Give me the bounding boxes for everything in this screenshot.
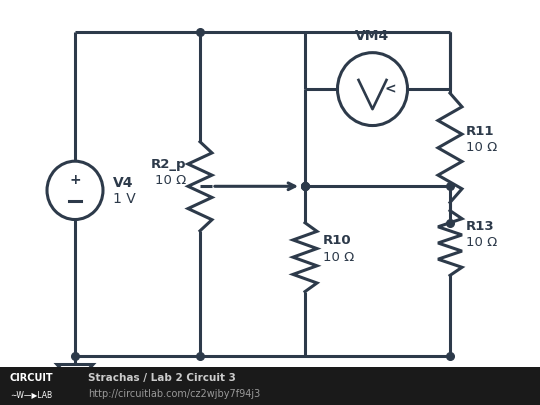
Text: R10: R10 [323, 234, 352, 247]
Text: R11: R11 [466, 125, 495, 138]
Text: CIRCUIT: CIRCUIT [10, 373, 53, 383]
Text: <: < [385, 82, 396, 96]
Text: 10 Ω: 10 Ω [466, 141, 497, 154]
Text: Strachas / Lab 2 Circuit 3: Strachas / Lab 2 Circuit 3 [88, 373, 236, 384]
Text: 10 Ω: 10 Ω [155, 174, 186, 187]
Text: 1 V: 1 V [113, 192, 136, 205]
Text: R13: R13 [466, 220, 495, 233]
Text: R2_p: R2_p [151, 158, 186, 171]
Text: ∼W—▶LAB: ∼W—▶LAB [10, 390, 52, 399]
Text: 10 Ω: 10 Ω [323, 251, 354, 264]
Text: http://circuitlab.com/cz2wjby7f94j3: http://circuitlab.com/cz2wjby7f94j3 [88, 388, 260, 399]
Text: 10 Ω: 10 Ω [466, 237, 497, 249]
FancyBboxPatch shape [0, 367, 540, 405]
Text: V4: V4 [113, 176, 133, 190]
Text: VM4: VM4 [355, 28, 390, 43]
Text: +: + [69, 173, 81, 187]
